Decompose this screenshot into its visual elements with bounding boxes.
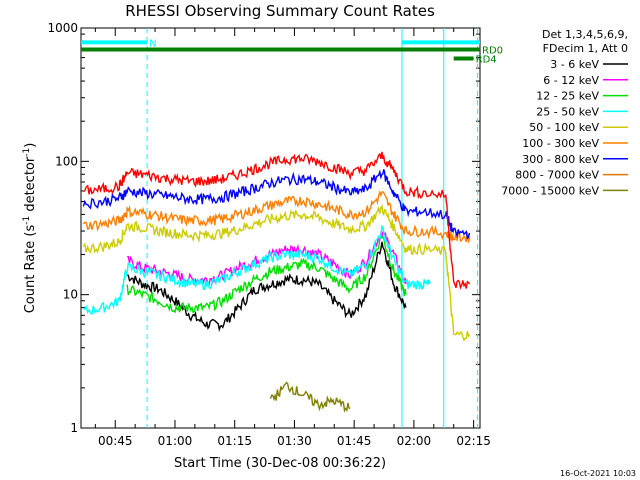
series-group — [82, 151, 471, 413]
legend-header: FDecim 1, Att 0 — [543, 42, 628, 55]
x-tick-label: 00:45 — [98, 434, 133, 448]
legend-label: 100 - 300 keV — [522, 137, 599, 150]
x-tick-label: 01:15 — [217, 434, 252, 448]
legend-label: 25 - 50 keV — [536, 105, 599, 118]
series-line — [127, 241, 407, 333]
y-axis-label-sup2: -1 — [22, 148, 32, 157]
y-axis-label-part3: ) — [23, 143, 38, 148]
legend-label: 800 - 7000 keV — [515, 169, 599, 182]
chart-title: RHESSI Observing Summary Count Rates — [125, 2, 435, 20]
y-tick-label: 10 — [63, 288, 78, 302]
y-axis-label-part2: detector — [23, 156, 38, 216]
series-line — [83, 151, 471, 290]
x-axis-label: Start Time (30-Dec-08 00:36:22) — [174, 456, 386, 471]
status-bar-label: N — [149, 38, 156, 49]
y-axis-label-part1: Count Rate (s — [23, 225, 38, 314]
event-lines — [146, 28, 479, 428]
series-line — [83, 224, 431, 316]
status-bar-label: RD4 — [476, 55, 497, 66]
x-tick-label: 02:15 — [456, 434, 491, 448]
x-tick-label: 01:00 — [158, 434, 193, 448]
y-tick-label: 1000 — [47, 21, 78, 35]
footer-timestamp: 16-Oct-2021 10:03 — [560, 469, 636, 478]
legend-label: 3 - 6 keV — [550, 58, 599, 71]
legend-label: 300 - 800 keV — [522, 153, 599, 166]
series-line — [269, 381, 351, 413]
y-axis-label-sup1: -1 — [22, 216, 32, 225]
legend-label: 7000 - 15000 keV — [501, 184, 599, 197]
legend: Det 1,3,4,5,6,9,FDecim 1, Att 0 3 - 6 keV… — [501, 28, 628, 197]
series-line — [126, 236, 407, 314]
legend-header: Det 1,3,4,5,6,9, — [542, 28, 628, 41]
y-axis-label: Count Rate (s-1 detector-1) — [22, 143, 38, 314]
legend-label: 50 - 100 keV — [529, 121, 599, 134]
y-tick-label: 1 — [70, 421, 78, 435]
y-axis: 1 10 100 1000 — [47, 21, 480, 435]
series-line — [82, 169, 471, 240]
series-line — [82, 190, 471, 243]
x-tick-label: 02:00 — [397, 434, 432, 448]
x-tick-label: 01:30 — [277, 434, 312, 448]
legend-label: 6 - 12 keV — [543, 74, 599, 87]
status-bar-label: RD0 — [482, 45, 503, 56]
plot-area — [80, 27, 481, 429]
series-line — [82, 204, 471, 342]
legend-label: 12 - 25 keV — [536, 90, 599, 103]
x-tick-label: 01:45 — [337, 434, 372, 448]
x-axis: 00:45 01:00 01:15 01:30 01:45 02:00 02:15 — [94, 28, 491, 448]
y-tick-label: 100 — [55, 154, 78, 168]
